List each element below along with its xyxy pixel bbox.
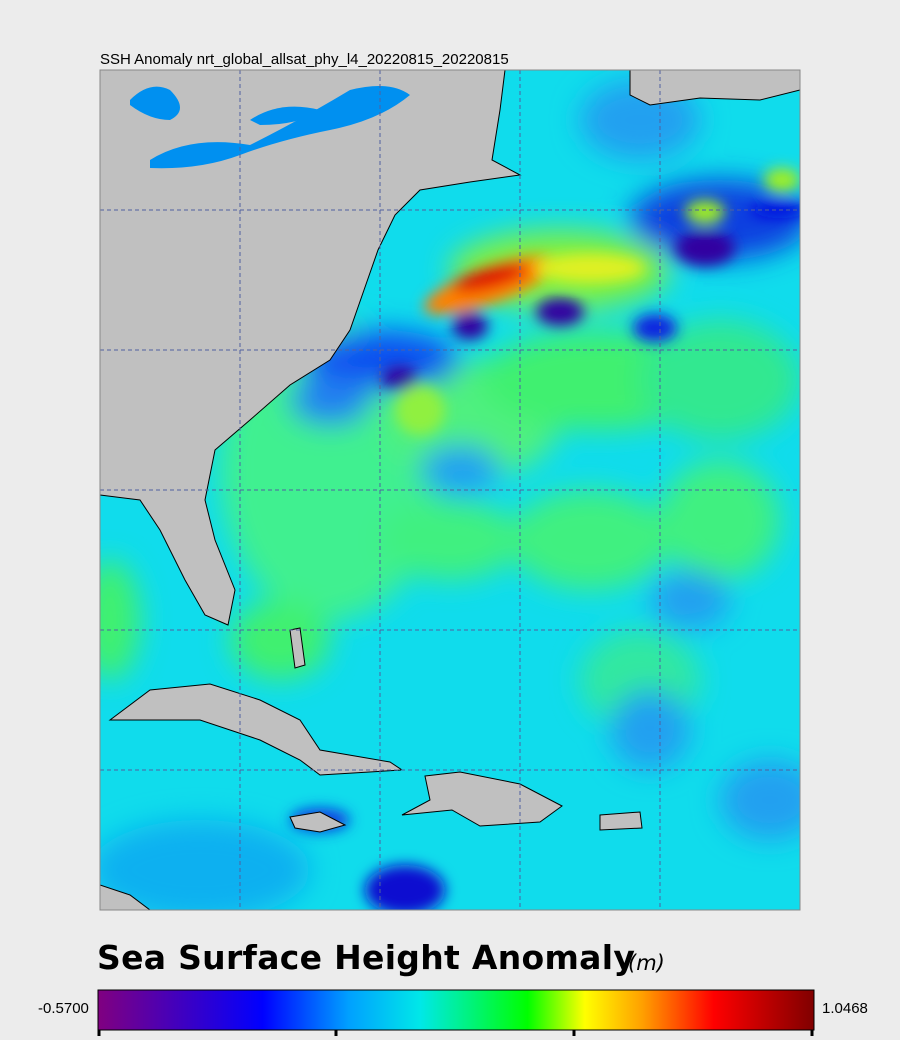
colorbar-title: Sea Surface Height Anomaly: [97, 938, 636, 977]
graticule: [100, 70, 800, 910]
map-frame: [99, 69, 801, 911]
colorbar: [97, 989, 815, 1031]
land: [100, 70, 800, 910]
colorbar-max: 1.0468: [822, 1000, 868, 1017]
colorbar-unit: (m): [628, 951, 665, 975]
colorbar-ticks: [97, 1030, 814, 1036]
map-title: SSH Anomaly nrt_global_allsat_phy_l4_202…: [100, 51, 509, 68]
colorbar-min: -0.5700: [38, 1000, 89, 1017]
anomaly-features: [290, 168, 800, 910]
map: [100, 70, 800, 910]
lakes: [130, 86, 410, 169]
